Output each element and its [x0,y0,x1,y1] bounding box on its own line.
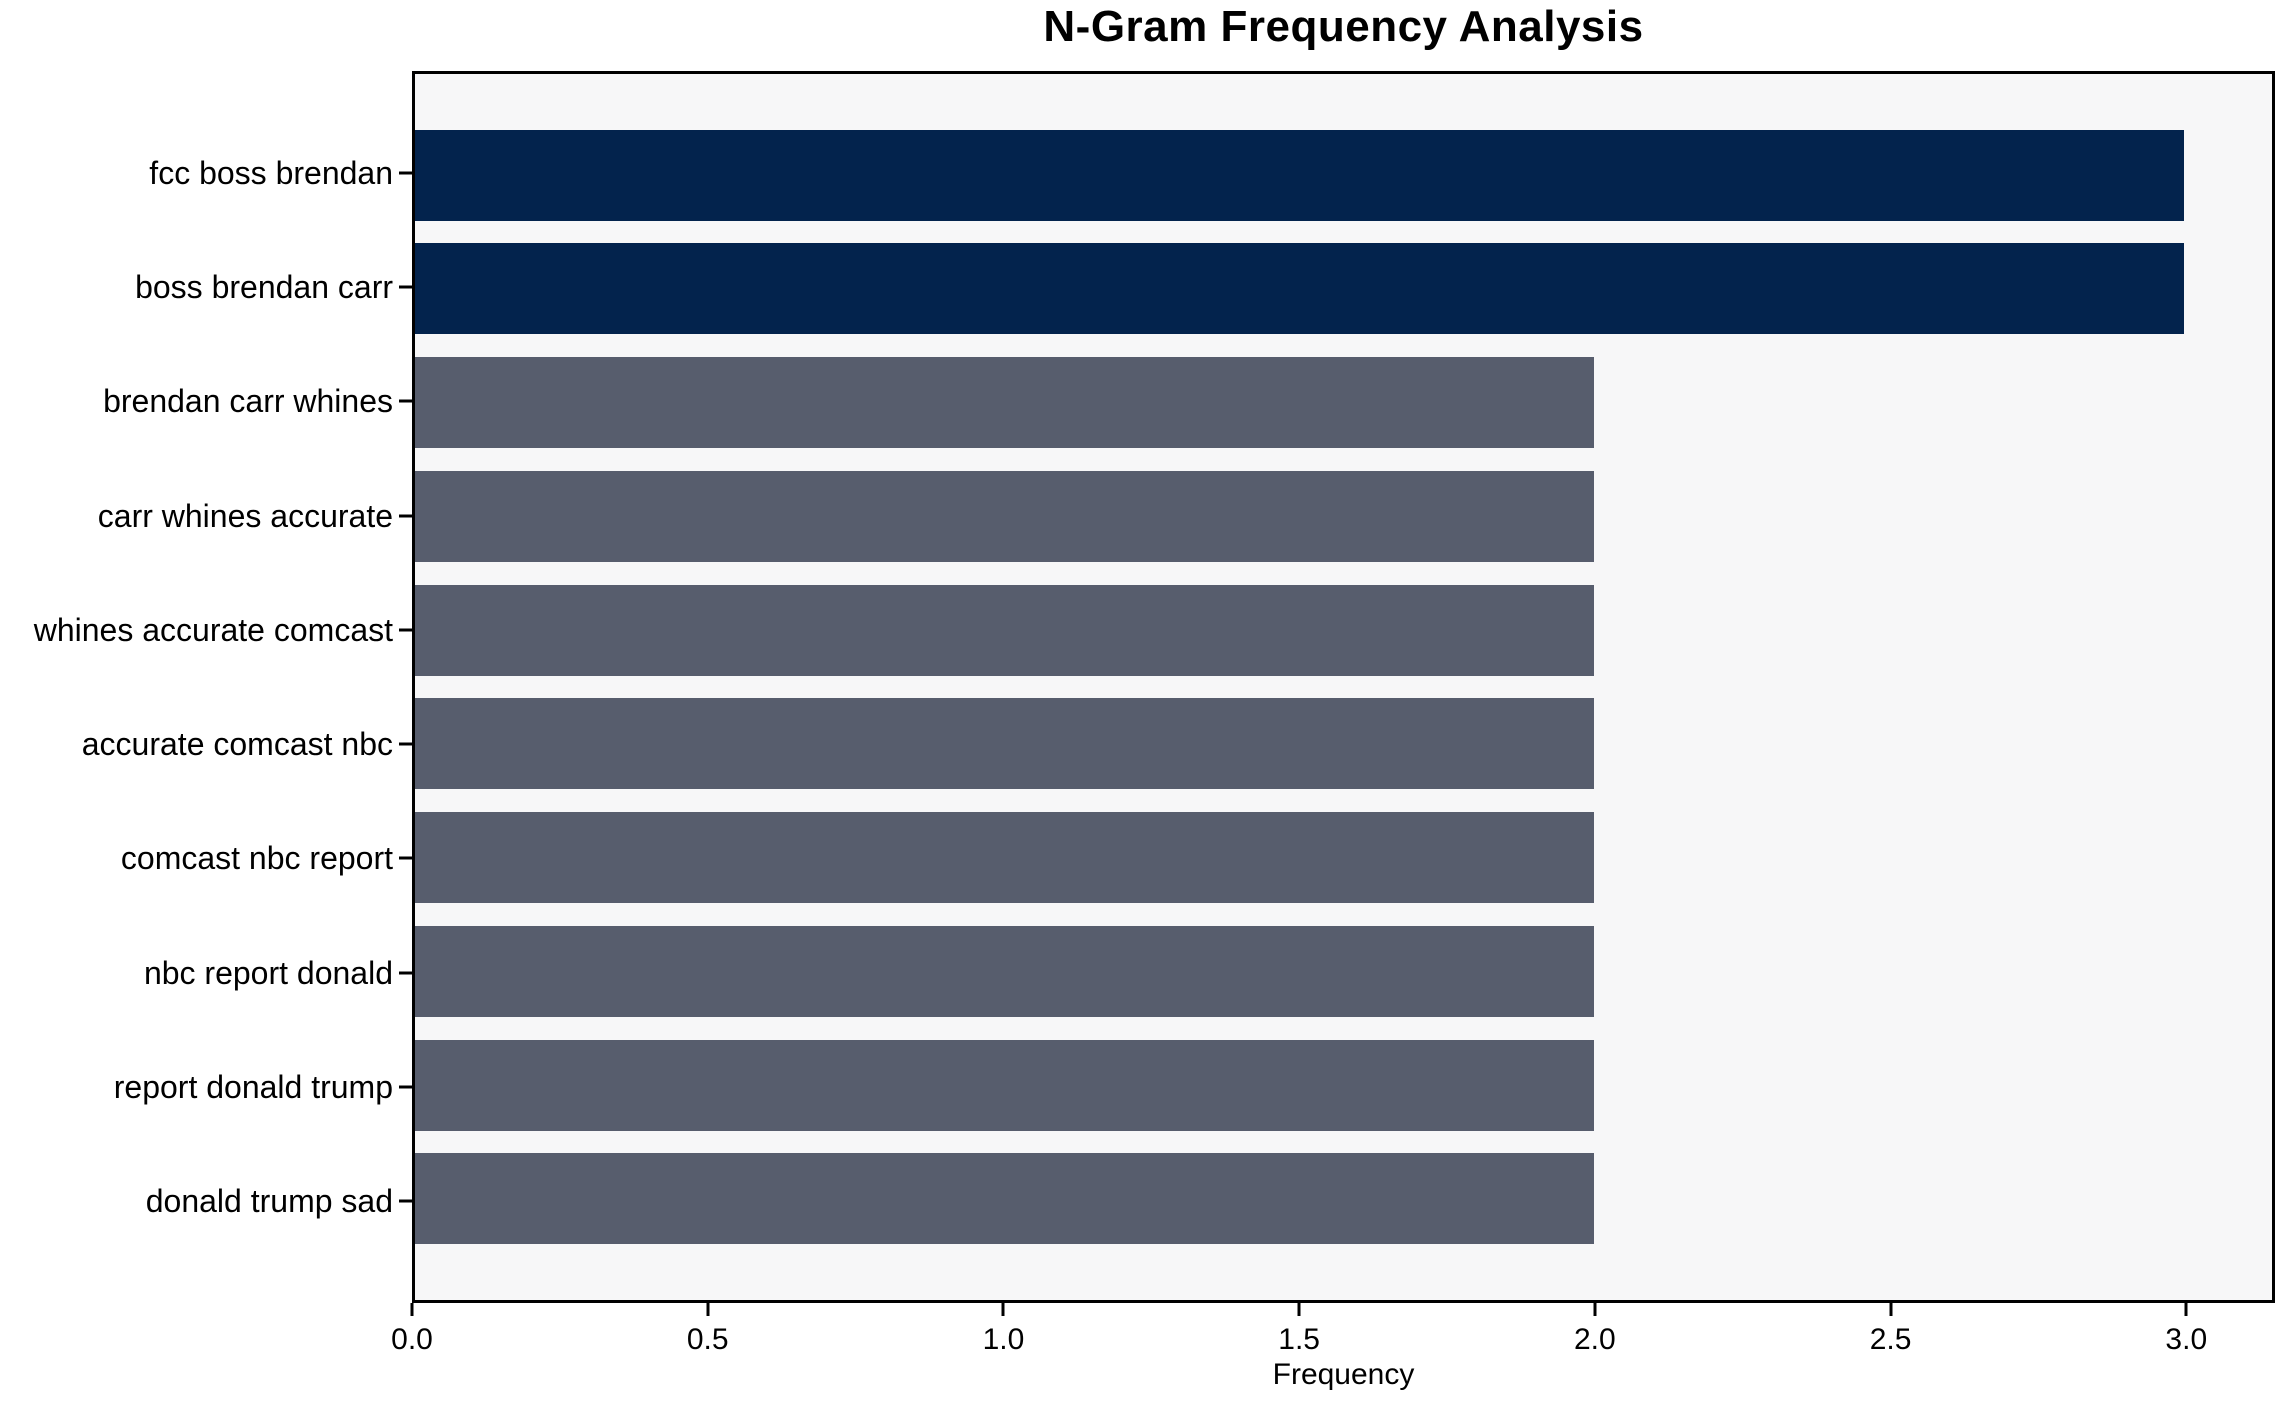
y-tick-mark [399,399,412,403]
y-tick-mark [399,742,412,746]
y-tick-label: boss brendan carr [135,269,393,305]
x-tick-mark [410,1303,414,1316]
x-tick-mark [1593,1303,1597,1316]
x-tick-label: 2.5 [1869,1323,1912,1356]
x-tick-label: 3.0 [2165,1323,2208,1356]
bar [415,925,1595,1017]
bar [415,1039,1595,1131]
x-axis: 0.0 0.5 1.0 1.5 2.0 2.5 3.0 [391,1303,2275,1373]
x-axis-title: Frequency [1272,1358,1415,1391]
y-tick-mark [399,856,412,860]
y-tick-mark [399,1199,412,1203]
bar [415,243,2184,335]
y-tick-label: fcc boss brendan [149,154,393,191]
x-tick-label: 0.0 [391,1323,433,1356]
y-tick-label: donald trump sad [145,1183,393,1220]
y-tick-label: report donald trump [113,1069,393,1105]
x-tick-mark [1889,1303,1893,1316]
y-tick-label: accurate comcast nbc [81,726,393,763]
x-tick-mark [2184,1303,2188,1316]
y-tick-mark [399,171,412,175]
bar [415,1153,1595,1245]
bar [415,698,1595,790]
y-tick-label: comcast nbc report [120,840,393,877]
x-tick-mark [1297,1303,1301,1316]
y-tick-mark [399,1085,412,1089]
y-tick-mark [399,285,412,289]
x-tick-label: 0.5 [686,1323,729,1356]
x-tick-label: 2.0 [1573,1323,1616,1356]
x-tick-mark [706,1303,710,1316]
bar [415,129,2184,221]
bar [415,812,1595,904]
x-tick-label: 1.0 [982,1323,1025,1356]
y-tick-mark [399,971,412,975]
y-tick-mark [399,628,412,632]
y-tick-label: carr whines accurate [97,497,393,534]
bar [415,357,1595,449]
plot-area [412,71,2275,1303]
bar [415,470,1595,562]
x-tick-label: 1.5 [1278,1323,1320,1356]
y-tick-label: whines accurate comcast [33,611,393,648]
bar [415,584,1595,676]
chart-title: N-Gram Frequency Analysis [1043,2,1644,51]
x-tick-mark [1001,1303,1005,1316]
y-axis: fcc boss brendan boss brendan carr brendan… [0,71,412,1303]
y-tick-label: nbc report donald [143,954,393,991]
y-tick-mark [399,514,412,518]
y-tick-label: brendan carr whines [103,383,393,420]
